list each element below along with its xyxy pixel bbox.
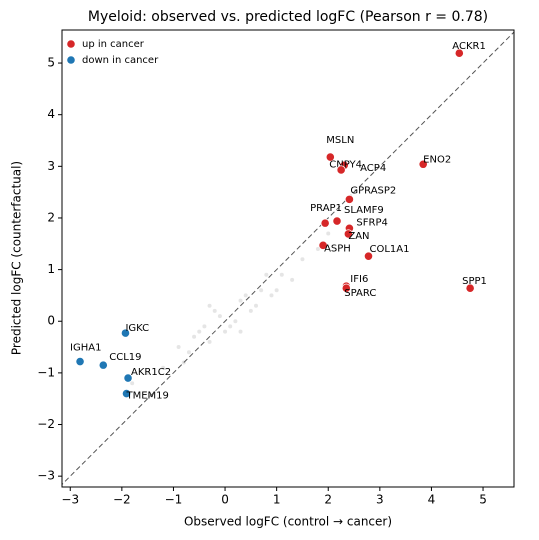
point — [98, 360, 108, 370]
legend-label: up in cancer — [82, 39, 145, 50]
point — [75, 356, 85, 367]
point-label: ACP4 — [360, 163, 386, 174]
background-point — [315, 246, 320, 251]
point-label: ACKR1 — [452, 41, 486, 52]
point — [363, 251, 374, 261]
point-label: ZAN — [348, 231, 369, 242]
point-label: ENO2 — [423, 154, 451, 165]
point-label: AKR1C2 — [131, 367, 171, 378]
plot-area — [62, 31, 514, 486]
y-tick-label: 2 — [47, 210, 55, 224]
background-point — [197, 329, 202, 334]
y-tick-label: 3 — [47, 159, 55, 173]
point-label: GPRASP2 — [350, 185, 396, 196]
x-tick-label: 2 — [324, 493, 332, 507]
point-label: CNPY4 — [329, 159, 362, 170]
background-point — [326, 231, 331, 236]
point-label: SPARC — [344, 288, 376, 299]
background-point — [207, 303, 212, 308]
x-tick-label: 0 — [221, 493, 229, 507]
background-point — [238, 329, 243, 334]
y-tick-label: −1 — [37, 365, 55, 379]
point — [120, 328, 131, 338]
x-tick-label: 4 — [428, 493, 436, 507]
background-point — [207, 339, 212, 344]
point-label: IGKC — [125, 323, 149, 334]
background-point — [243, 293, 248, 298]
x-tick-label: 3 — [376, 493, 384, 507]
point-label: IGHA1 — [70, 343, 101, 354]
y-tick-label: −2 — [37, 417, 55, 431]
legend-marker — [67, 40, 75, 48]
point — [341, 283, 351, 293]
point — [320, 218, 330, 228]
y-tick-label: 0 — [47, 314, 55, 328]
background-point — [264, 272, 269, 277]
legend-label: down in cancer — [82, 55, 159, 66]
x-tick-label: −2 — [113, 493, 131, 507]
point-label: IFI6 — [350, 274, 368, 285]
background-point — [259, 288, 264, 293]
point — [332, 216, 342, 226]
point — [454, 48, 464, 58]
x-tick-label: −1 — [165, 493, 183, 507]
background-point — [202, 324, 207, 329]
y-tick-label: 5 — [47, 56, 55, 70]
identity-line — [62, 31, 514, 486]
background-point — [290, 277, 295, 282]
background-point — [300, 257, 305, 262]
background-point — [269, 293, 274, 298]
background-point — [130, 381, 135, 386]
point — [325, 152, 335, 162]
background-point — [248, 308, 253, 313]
point-label: PRAP1 — [310, 203, 342, 214]
point-label: COL1A1 — [369, 244, 409, 255]
chart-title: Myeloid: observed vs. predicted logFC (P… — [88, 9, 488, 25]
point-label: SFRP4 — [356, 217, 387, 228]
x-tick-label: −3 — [61, 493, 79, 507]
background-point — [223, 329, 228, 334]
y-axis-label: Predicted logFC (counterfactual) — [10, 161, 24, 355]
y-tick-label: 1 — [47, 262, 55, 276]
background-point — [186, 350, 191, 355]
point-label: SPP1 — [462, 276, 487, 287]
plot-frame — [61, 29, 515, 488]
point — [344, 194, 355, 204]
x-tick-label: 1 — [273, 493, 281, 507]
background-point — [192, 334, 197, 339]
point-label: MSLN — [326, 135, 354, 146]
background-point — [238, 298, 243, 303]
point — [418, 159, 428, 169]
point — [343, 229, 353, 239]
background-point — [233, 319, 238, 324]
background-point — [176, 345, 181, 350]
y-tick-label: −3 — [37, 469, 55, 483]
background-point — [145, 370, 150, 375]
y-tick-label: 4 — [47, 107, 55, 121]
background-point — [279, 272, 284, 277]
background-point — [212, 308, 217, 313]
background-point — [228, 324, 233, 329]
x-axis-label: Observed logFC (control → cancer) — [184, 515, 392, 529]
point — [465, 283, 475, 293]
x-tick-label: 5 — [479, 493, 487, 507]
point-label: SLAMF9 — [344, 205, 384, 216]
background-point — [161, 365, 166, 370]
point — [336, 165, 346, 175]
point — [123, 373, 133, 383]
point-label: TMEM19 — [125, 391, 168, 402]
legend-marker — [67, 56, 75, 64]
point-label: ASPH — [324, 243, 351, 254]
background-point — [254, 303, 259, 308]
point-label: CCL19 — [109, 352, 141, 363]
background-point — [217, 314, 222, 319]
point — [121, 388, 132, 399]
point — [318, 240, 328, 250]
background-point — [274, 288, 279, 293]
